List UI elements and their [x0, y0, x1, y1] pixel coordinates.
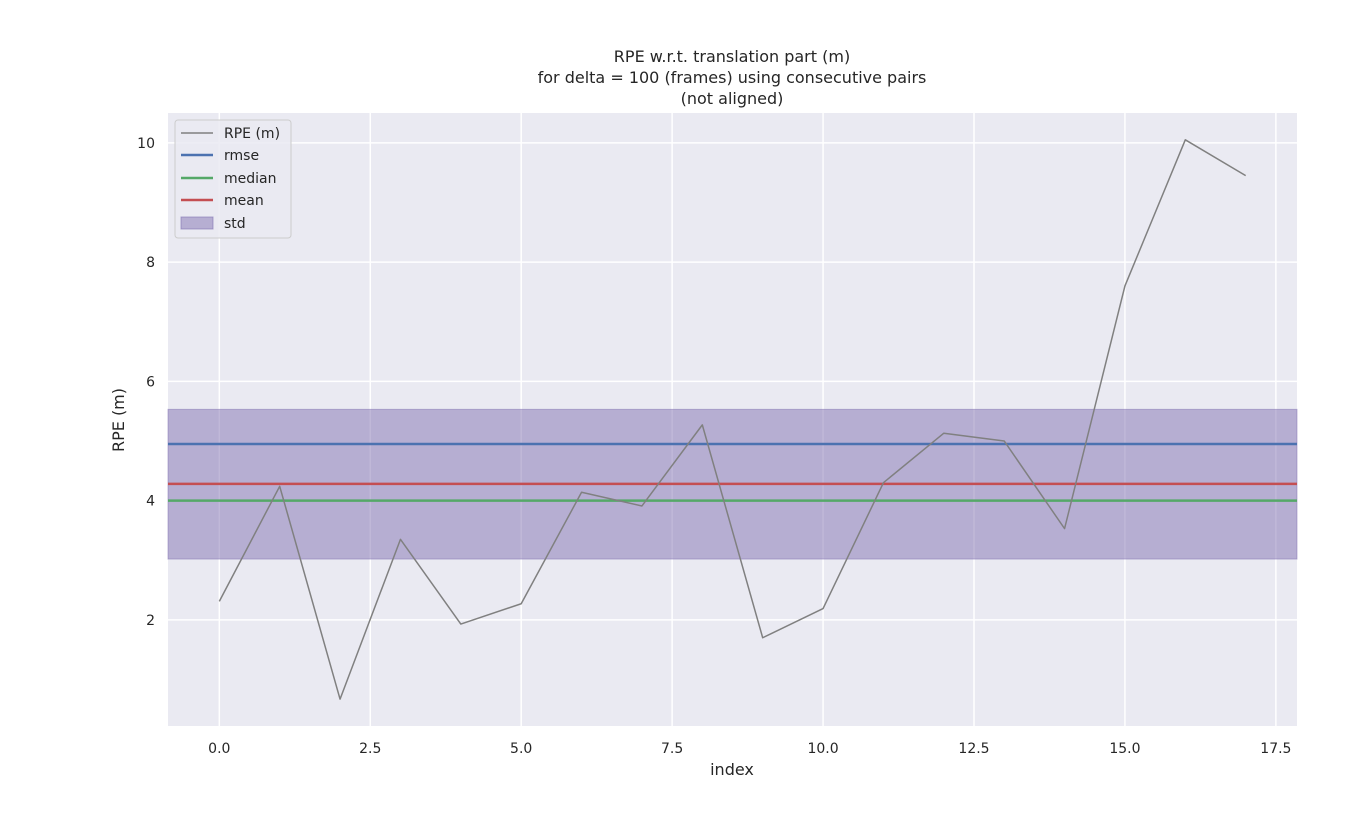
legend-entry-rpe: RPE (m)	[181, 126, 280, 142]
legend-entry-mean: mean	[181, 193, 264, 209]
series-group	[218, 139, 1247, 700]
x-tick-label-2: 5.0	[510, 741, 532, 757]
legend-label-rpe: RPE (m)	[224, 126, 280, 142]
chart-title-line-2: for delta = 100 (frames) using consecuti…	[538, 68, 927, 87]
legend-label-std: std	[224, 216, 246, 232]
legend: RPE (m) rmse median mean std	[174, 119, 292, 239]
x-tick-label-7: 17.5	[1260, 741, 1291, 757]
y-tick-labels: 2 4 6 8 10	[137, 136, 155, 629]
legend-entry-rmse: rmse	[181, 148, 259, 164]
chart-title-line-3: (not aligned)	[681, 89, 784, 108]
x-tick-label-6: 15.0	[1109, 741, 1140, 757]
y-axis-label: RPE (m)	[109, 388, 128, 452]
rpe-series-line	[218, 139, 1247, 700]
y-tick-label-1: 4	[146, 494, 155, 510]
stat-lines-group	[168, 442, 1297, 502]
y-tick-label-2: 6	[146, 374, 155, 390]
chart-title-line-1: RPE w.r.t. translation part (m)	[614, 47, 850, 66]
y-tick-label-3: 8	[146, 255, 155, 271]
x-tick-label-0: 0.0	[208, 741, 230, 757]
y-tick-label-4: 10	[137, 136, 155, 152]
x-tick-label-4: 10.0	[807, 741, 838, 757]
legend-label-median: median	[224, 171, 276, 187]
x-tick-labels: 0.0 2.5 5.0 7.5 10.0 12.5 15.0 17.5	[208, 741, 1291, 757]
legend-label-rmse: rmse	[224, 148, 259, 164]
legend-swatch-std	[180, 216, 214, 230]
legend-entry-median: median	[181, 171, 276, 187]
x-tick-label-1: 2.5	[359, 741, 381, 757]
y-tick-label-0: 2	[146, 613, 155, 629]
x-axis-label: index	[710, 760, 754, 779]
x-tick-label-3: 7.5	[661, 741, 683, 757]
chart-title: RPE w.r.t. translation part (m) for delt…	[538, 47, 927, 108]
legend-entry-std: std	[180, 216, 246, 232]
legend-label-mean: mean	[224, 193, 264, 209]
x-tick-label-5: 12.5	[958, 741, 989, 757]
legend-frame	[174, 119, 292, 239]
